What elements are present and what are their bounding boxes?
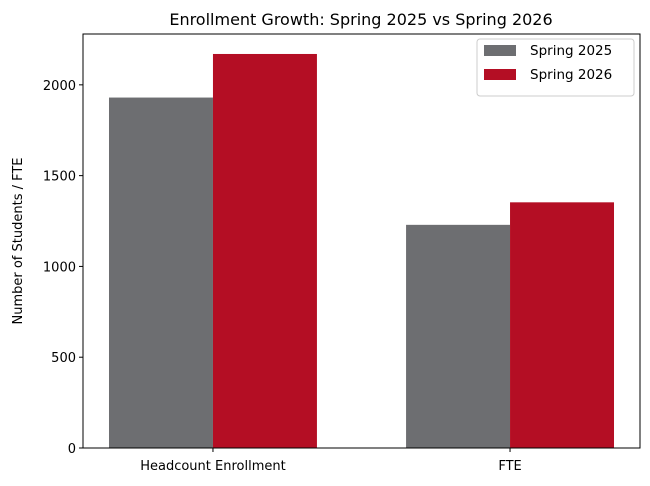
legend-label: Spring 2026 <box>530 67 612 83</box>
bar-spring-2025-1 <box>406 224 511 448</box>
bar-spring-2026-1 <box>510 202 615 448</box>
x-tick-label: FTE <box>498 459 521 474</box>
legend-swatch <box>484 69 516 80</box>
legend-label: Spring 2025 <box>530 43 612 59</box>
bar-spring-2026-0 <box>212 53 317 448</box>
legend-swatch <box>484 45 516 56</box>
legend: Spring 2025 Spring 2026 <box>476 38 635 97</box>
y-axis-label: Number of Students / FTE <box>11 157 26 324</box>
y-tick-label: 2000 <box>43 79 76 94</box>
legend-box <box>476 38 635 97</box>
y-tick-label: 1500 <box>43 170 76 185</box>
bar-spring-2025-0 <box>108 97 213 448</box>
y-tick-label: 500 <box>51 351 76 366</box>
x-tick-label: Headcount Enrollment <box>140 459 286 474</box>
y-tick-label: 0 <box>68 442 76 457</box>
y-tick-label: 1000 <box>43 260 76 275</box>
chart-title: Enrollment Growth: Spring 2025 vs Spring… <box>169 10 552 29</box>
plot-frame <box>82 33 641 449</box>
